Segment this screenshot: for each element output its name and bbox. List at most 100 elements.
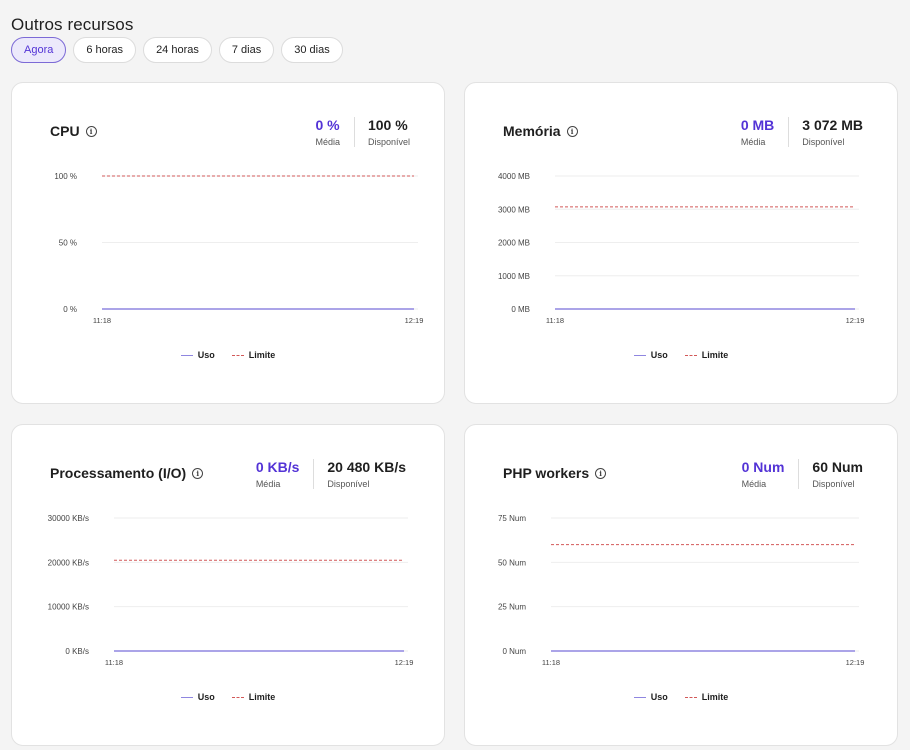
legend-limit[interactable]: Limite <box>231 350 276 360</box>
average-label: Média <box>315 137 340 147</box>
legend-limit[interactable]: Limite <box>231 692 276 702</box>
available-label: Disponível <box>367 137 410 147</box>
available-stat: 20 480 KB/s Disponível <box>314 459 406 489</box>
x-tick-label: 12:19 <box>846 658 865 667</box>
legend-usage-label: Uso <box>650 350 668 360</box>
memory-stats: 0 MB Média 3 072 MB Disponível <box>741 117 863 147</box>
legend-usage[interactable]: Uso <box>180 350 215 360</box>
available-stat: 100 % Disponível <box>355 117 410 147</box>
usage-swatch <box>633 696 646 698</box>
available-value: 3 072 MB <box>802 117 863 133</box>
available-stat: 3 072 MB Disponível <box>789 117 863 147</box>
y-tick-label: 0 Num <box>502 647 526 656</box>
chart-legend: Uso Limite <box>465 692 897 702</box>
y-tick-label: 20000 KB/s <box>48 558 89 567</box>
average-label: Média <box>741 479 767 489</box>
limit-swatch <box>684 696 697 698</box>
average-value: 0 Num <box>741 459 785 475</box>
chart-legend: Uso Limite <box>465 350 897 360</box>
y-tick-label: 100 % <box>54 172 77 181</box>
y-tick-label: 1000 MB <box>498 272 530 281</box>
php-workers-title: PHP workers <box>503 465 590 481</box>
legend-limit-label: Limite <box>248 692 276 702</box>
usage-swatch <box>633 354 646 356</box>
usage-swatch <box>180 354 193 356</box>
x-tick-label: 12:19 <box>846 316 865 325</box>
info-icon[interactable]: i <box>85 125 97 137</box>
chart-legend: Uso Limite <box>12 350 444 360</box>
legend-usage-label: Uso <box>650 692 668 702</box>
limit-swatch <box>684 354 697 356</box>
x-tick-label: 11:18 <box>93 316 111 325</box>
y-tick-label: 25 Num <box>498 603 526 612</box>
legend-limit[interactable]: Limite <box>684 350 729 360</box>
legend-limit[interactable]: Limite <box>684 692 728 702</box>
average-stat: 0 MB Média <box>740 117 790 147</box>
php-workers-card: 0 Num 25 Num 50 Num 75 Num 11:18 12:19 PHP wo… <box>464 424 898 746</box>
php-workers-stats: 0 Num Média 60 Num Disponível <box>742 459 863 489</box>
y-tick-label: 0 MB <box>511 305 530 314</box>
average-stat: 0 Num Média <box>742 459 800 489</box>
average-stat: 0 KB/s Média <box>256 459 315 489</box>
cpu-stats: 0 % Média 100 % Disponível <box>315 117 410 147</box>
available-value: 60 Num <box>812 459 863 475</box>
average-label: Média <box>255 479 281 489</box>
tab-24-horas[interactable]: 24 horas <box>143 37 212 63</box>
legend-usage[interactable]: Uso <box>180 692 215 702</box>
x-tick-label: 11:18 <box>546 316 564 325</box>
card-title: Memória i <box>503 123 578 139</box>
y-tick-label: 4000 MB <box>498 172 530 181</box>
page-title: Outros recursos <box>11 15 134 34</box>
legend-limit-label: Limite <box>248 350 276 360</box>
info-icon[interactable]: i <box>566 125 578 137</box>
average-value: 0 % <box>315 117 340 133</box>
cpu-title: CPU <box>50 123 80 139</box>
tab-agora[interactable]: Agora <box>11 37 67 63</box>
tab-7-dias[interactable]: 7 dias <box>218 37 275 63</box>
average-value: 0 KB/s <box>255 459 300 475</box>
legend-usage-label: Uso <box>197 350 215 360</box>
info-icon[interactable]: i <box>192 467 204 479</box>
io-title: Processamento (I/O) <box>50 465 187 481</box>
card-title: Processamento (I/O) i <box>50 465 204 481</box>
available-value: 20 480 KB/s <box>327 459 406 475</box>
tab-6-horas[interactable]: 6 horas <box>73 37 137 63</box>
available-label: Disponível <box>327 479 370 489</box>
available-value: 100 % <box>367 117 408 133</box>
y-tick-label: 10000 KB/s <box>48 603 89 612</box>
average-stat: 0 % Média <box>315 117 355 147</box>
limit-swatch <box>231 696 244 698</box>
y-tick-label: 3000 MB <box>498 205 530 214</box>
card-title: CPU i <box>50 123 97 139</box>
legend-usage-label: Uso <box>197 692 215 702</box>
info-icon[interactable]: i <box>595 467 607 479</box>
cpu-chart: 0 % 50 % 100 % 11:18 12:19 <box>54 172 424 325</box>
x-tick-label: 12:19 <box>395 658 414 667</box>
x-tick-label: 12:19 <box>405 316 424 325</box>
y-tick-label: 0 % <box>63 305 77 314</box>
tab-30-dias[interactable]: 30 dias <box>281 37 343 63</box>
chart-legend: Uso Limite <box>12 692 444 702</box>
limit-swatch <box>231 354 244 356</box>
legend-usage[interactable]: Uso <box>633 692 668 702</box>
legend-limit-label: Limite <box>701 350 729 360</box>
average-value: 0 MB <box>740 117 775 133</box>
cpu-card: 0 % 50 % 100 % 11:18 12:19 CPU i 0 % Média 1… <box>11 82 445 404</box>
x-tick-label: 11:18 <box>105 658 123 667</box>
y-tick-label: 2000 MB <box>498 239 530 248</box>
available-stat: 60 Num Disponível <box>799 459 863 489</box>
available-label: Disponível <box>812 479 855 489</box>
y-tick-label: 75 Num <box>498 514 526 523</box>
memory-card: 0 MB 1000 MB 2000 MB 3000 MB 4000 MB 11:18 12:… <box>464 82 898 404</box>
y-tick-label: 30000 KB/s <box>48 514 89 523</box>
average-label: Média <box>740 137 766 147</box>
card-title: PHP workers i <box>503 465 607 481</box>
legend-usage[interactable]: Uso <box>633 350 668 360</box>
memory-title: Memória <box>503 123 561 139</box>
available-label: Disponível <box>802 137 845 147</box>
io-stats: 0 KB/s Média 20 480 KB/s Disponível <box>256 459 406 489</box>
y-tick-label: 50 % <box>59 239 77 248</box>
y-tick-label: 0 KB/s <box>65 647 89 656</box>
time-range-tabs: Agora 6 horas 24 horas 7 dias 30 dias <box>11 37 343 63</box>
y-tick-label: 50 Num <box>498 558 526 567</box>
